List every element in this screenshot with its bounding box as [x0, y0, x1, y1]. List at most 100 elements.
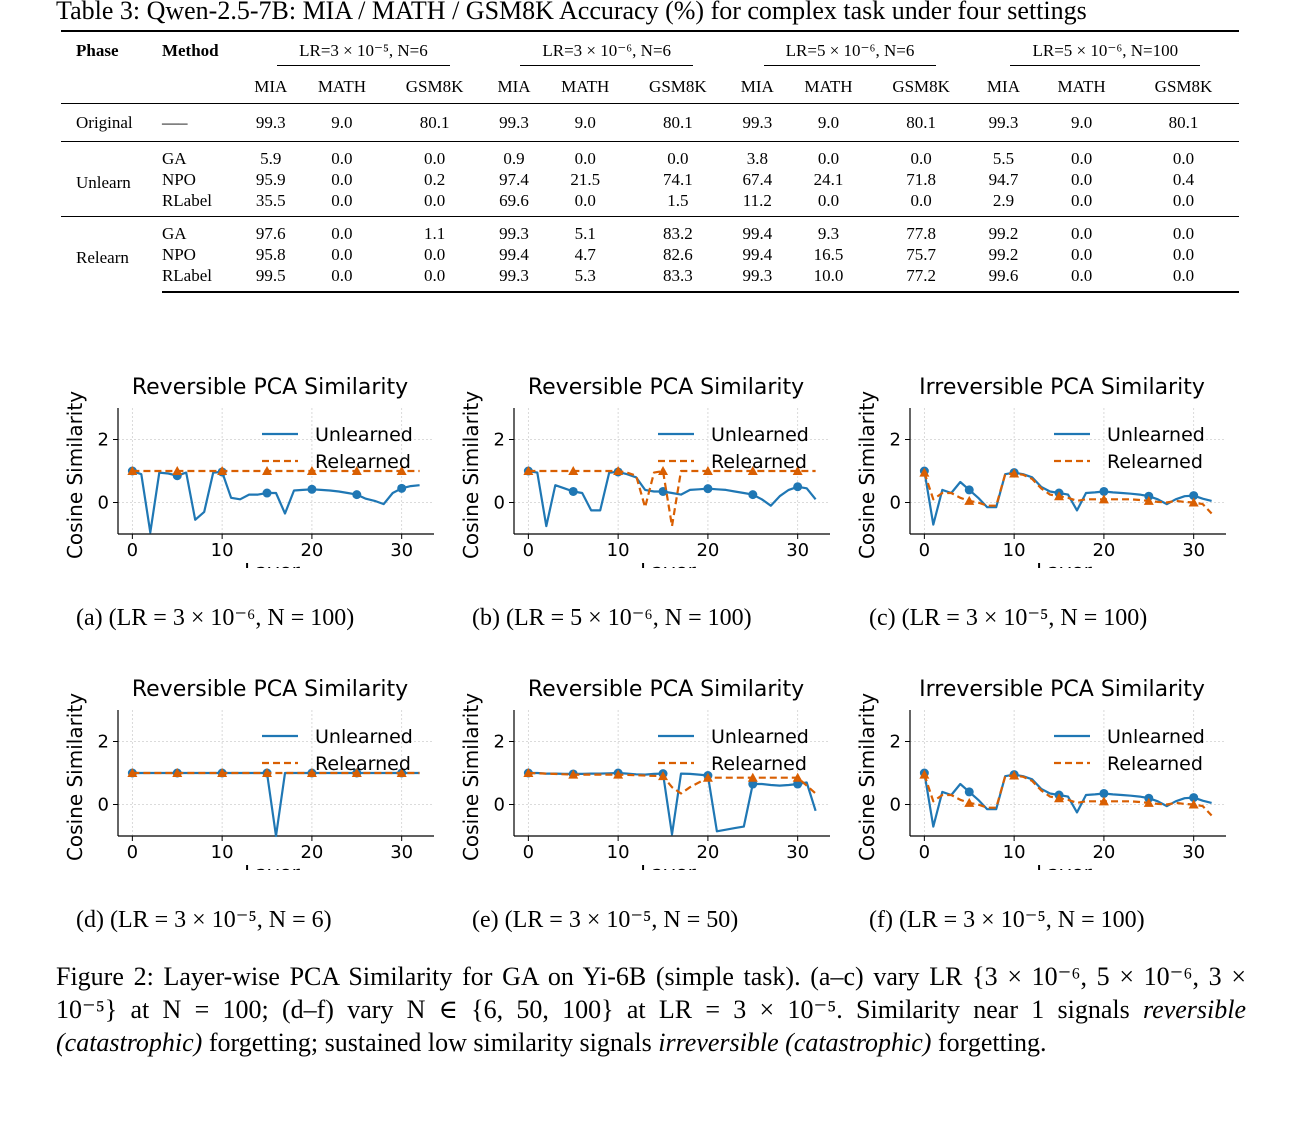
x-tick-label: 30	[786, 540, 809, 561]
value-cell: 5.5	[971, 141, 1036, 169]
value-cell: 1.5	[667, 191, 689, 210]
setting-header: LR=3 × 10⁻⁵, N=6	[241, 30, 486, 70]
data-point	[919, 467, 930, 477]
legend-label: Unlearned	[315, 424, 413, 446]
value-cell: 0.0	[1070, 245, 1093, 264]
value-cell: 2.9	[992, 191, 1015, 210]
value-cell: 83.3	[627, 265, 729, 293]
setting-header: LR=5 × 10⁻⁶, N=100	[971, 30, 1239, 70]
subfigure-caption: (d) (LR = 3 × 10⁻⁵, N = 6)	[76, 907, 332, 933]
data-point	[1054, 793, 1065, 803]
x-tick-label: 0	[919, 842, 930, 863]
value-cell: 0.0	[910, 191, 932, 210]
value-cell: 0.0	[817, 191, 840, 210]
data-point	[396, 466, 407, 475]
pca-similarity-chart: 0 10 20 30 0 2 Layer Cosine Similarity Irreversi…	[855, 677, 1226, 870]
value-cell: 0.0	[1127, 141, 1239, 169]
data-point	[658, 466, 669, 475]
value-cell: 80.1	[384, 103, 486, 142]
data-point	[127, 466, 138, 475]
y-tick-label: 0	[98, 795, 109, 816]
value-cell: 97.4	[499, 170, 529, 189]
value-cell: 99.3	[728, 103, 787, 142]
subfigure-caption: (b) (LR = 5 × 10⁻⁶, N = 100)	[472, 605, 752, 631]
legend-label: Unlearned	[1107, 424, 1205, 446]
value-cell: 0.0	[574, 191, 596, 210]
y-tick-label: 0	[98, 493, 109, 514]
subfigure-caption: (c) (LR = 3 × 10⁻⁵, N = 100)	[869, 605, 1148, 631]
value-cell: 82.6	[662, 245, 693, 264]
x-tick-label: 10	[1003, 540, 1026, 561]
value-cell: 74.1	[662, 170, 693, 189]
legend-label: Unlearned	[711, 726, 809, 748]
y-axis-label: Cosine Similarity	[855, 693, 879, 861]
value-cell: 0.0	[331, 245, 353, 264]
y-axis-label: Cosine Similarity	[459, 693, 483, 861]
legend-label: Relearned	[1107, 753, 1203, 775]
value-cell: 0.0	[786, 141, 871, 169]
x-tick-label: 30	[1182, 540, 1205, 561]
data-point	[702, 466, 713, 475]
metric-header: MATH	[1057, 77, 1106, 96]
value-cell: 3.8	[728, 141, 787, 169]
y-tick-label: 0	[890, 795, 901, 816]
value-cell: 0.0	[543, 141, 628, 169]
value-cell: 0.0	[299, 141, 385, 169]
series-line-unlearned	[528, 469, 817, 528]
data-point	[1098, 494, 1109, 504]
y-tick-label: 0	[890, 493, 901, 514]
value-cell: 0.0	[1070, 170, 1093, 189]
data-point	[127, 768, 138, 777]
value-cell: 80.1	[1127, 103, 1239, 142]
value-cell: 71.8	[906, 170, 937, 189]
data-point	[1188, 497, 1199, 507]
y-tick-label: 0	[494, 493, 505, 514]
data-point	[306, 768, 317, 777]
value-cell: 94.7	[988, 170, 1019, 189]
legend-label: Relearned	[711, 451, 807, 473]
value-cell: 77.2	[870, 265, 972, 293]
metric-header: MIA	[740, 77, 774, 96]
legend-label: Unlearned	[1107, 726, 1205, 748]
phase-cell: Unlearn	[61, 141, 162, 217]
header-phase: Phase	[61, 30, 162, 104]
method-cell: GA	[161, 216, 242, 244]
value-cell: 80.1	[870, 103, 972, 142]
data-point	[613, 769, 624, 779]
value-cell: 0.0	[423, 191, 446, 210]
metric-header: MATH	[804, 77, 853, 96]
value-cell: 16.5	[813, 245, 844, 264]
metric-header: MATH	[317, 77, 366, 96]
data-point	[396, 768, 407, 777]
value-cell: 0.0	[1172, 191, 1195, 210]
data-point	[217, 466, 228, 475]
data-point	[964, 797, 975, 807]
data-point	[568, 769, 579, 779]
value-cell: 9.0	[1035, 103, 1128, 142]
method-cell: RLabel	[161, 191, 212, 210]
y-axis-label: Cosine Similarity	[459, 391, 483, 559]
data-point	[397, 483, 407, 493]
data-point	[702, 772, 713, 782]
value-cell: 99.5	[241, 265, 300, 293]
method-cell: NPO	[161, 245, 196, 264]
legend-label: Relearned	[1107, 451, 1203, 473]
data-point	[1189, 793, 1199, 803]
legend-label: Relearned	[315, 451, 411, 473]
metric-header: MIA	[254, 77, 288, 96]
data-point	[1189, 491, 1199, 501]
table-row: Relearn GA 97.6 0.0 1.1 99.3 5.1 83.2 99.4 9.3 77.…	[61, 216, 1239, 292]
value-cell: 0.0	[1127, 265, 1239, 293]
value-cell: 5.9	[241, 141, 300, 169]
value-cell: 99.3	[485, 103, 543, 142]
method-cell: —–	[161, 103, 242, 142]
metric-header: GSM8K	[892, 77, 950, 96]
series-line-unlearned	[528, 771, 817, 836]
x-tick-label: 10	[607, 540, 630, 561]
data-point	[306, 466, 317, 475]
data-point	[1009, 468, 1020, 478]
data-point	[523, 466, 534, 475]
value-cell: 77.8	[870, 216, 972, 244]
x-tick-label: 20	[696, 540, 719, 561]
data-point	[919, 769, 930, 779]
